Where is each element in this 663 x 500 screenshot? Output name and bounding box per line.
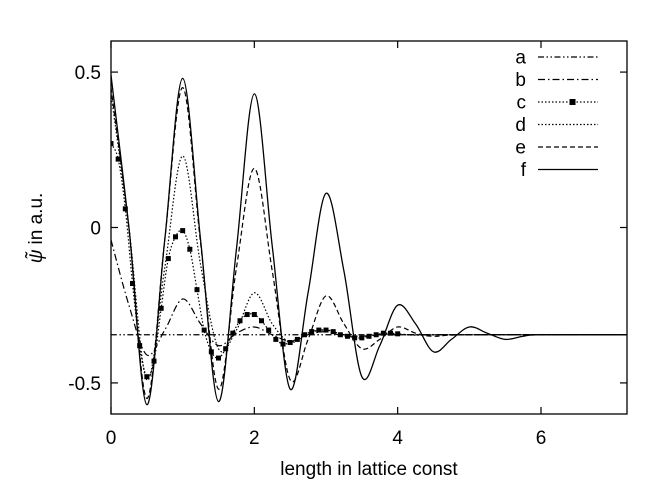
series-c-marker [237,318,243,324]
series-c-marker [180,228,186,234]
series-b-line [111,239,627,357]
series-c-marker [294,336,300,342]
series-c-marker [187,246,193,252]
series-c-marker [201,327,207,333]
series-c-marker [259,318,264,324]
x-axis-title: length in lattice const [280,459,458,480]
legend-label-f: f [521,160,527,181]
series-f-line [111,75,627,406]
series-c-marker [244,312,250,318]
legend-label-d: d [515,115,526,136]
x-tick-label: 2 [249,428,260,449]
y-axis-title: ψ̃ in a.u. [25,193,47,264]
series-c-marker [111,141,114,147]
series-c-line [111,143,627,378]
y-tick-label: 0 [90,219,101,240]
series-c-marker [122,206,128,212]
series-e-line [111,87,627,400]
plot-frame [110,40,628,415]
series-c-marker [395,331,401,337]
series-c-marker [216,355,221,361]
series-c-markers [111,141,401,380]
series-c-marker [366,333,372,339]
series-c-marker [359,335,365,341]
series-c-marker [158,305,164,311]
series-c-marker [266,327,272,333]
series-c-marker [345,333,350,339]
legend-label-b: b [515,70,526,91]
series-c-marker [302,332,307,338]
series-c-marker [137,343,143,349]
x-tick-label: 0 [106,428,117,449]
x-tick-label: 4 [392,428,403,449]
y-axis-unit: in a.u. [26,193,47,245]
plot-area [111,75,627,406]
series-d-line [111,93,627,381]
series-c-marker [273,336,279,342]
series-c-marker [144,374,150,380]
legend-label-e: e [515,138,526,159]
y-axis-symbol: ψ̃ [25,249,47,263]
series-c-marker [130,280,135,286]
y-tick-label: -0.5 [68,374,101,395]
series-c-marker [173,234,178,240]
series-c-marker [337,332,343,338]
series-c-marker [115,156,121,162]
series-c-marker [309,329,315,335]
legend-marker-c [569,99,576,105]
series-c-marker [223,346,229,352]
series-c-marker [194,287,200,293]
x-tick-label: 6 [536,428,547,449]
series-c-marker [287,340,293,346]
y-tick-label: 0.5 [75,63,101,84]
axis-ticks: 0 2 4 6 -0.5 0 0.5 [68,41,627,449]
series-c-marker [373,332,379,338]
legend-label-c: c [517,93,527,114]
series-c-marker [251,312,257,318]
series-c-marker [388,330,393,336]
series-c-marker [165,256,171,262]
series-c-marker [352,335,358,341]
series-c-marker [380,330,386,336]
legend-label-a: a [515,48,526,69]
series-c-marker [230,330,236,336]
